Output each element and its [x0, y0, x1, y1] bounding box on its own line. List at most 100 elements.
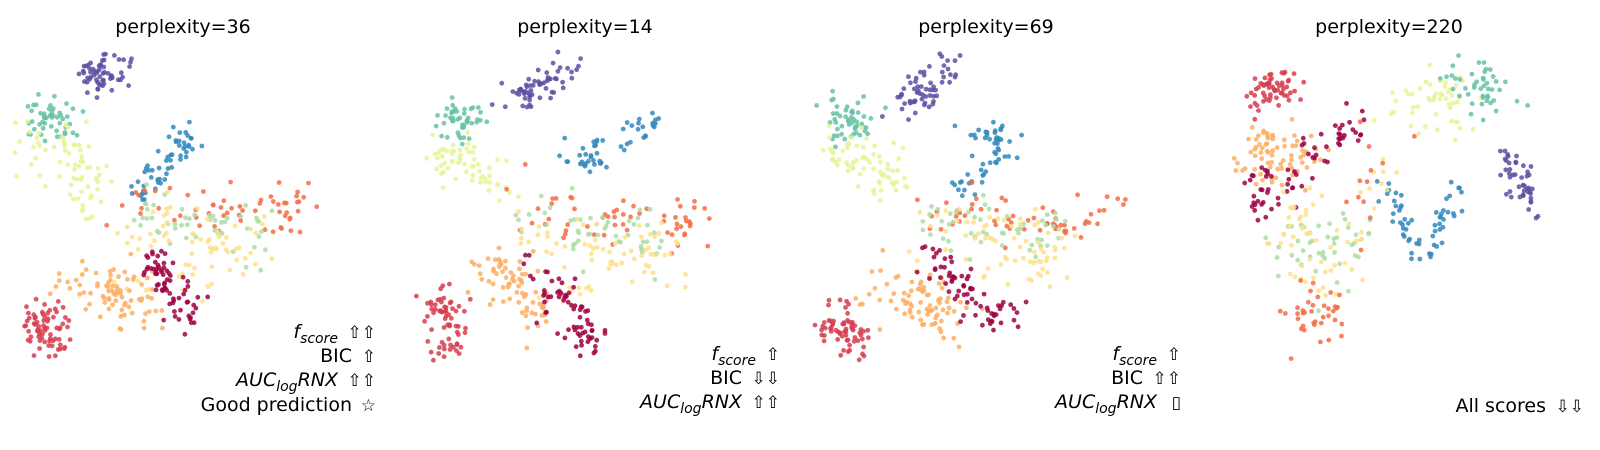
- scatter-point: [465, 290, 471, 295]
- scatter-point: [1459, 208, 1465, 214]
- scatter-point: [56, 337, 62, 342]
- scatter-point: [1265, 160, 1271, 166]
- scatter-point: [1342, 260, 1348, 266]
- scatter-point: [454, 342, 460, 348]
- scatter-point: [869, 269, 875, 274]
- scatter-point: [1039, 237, 1044, 243]
- scatter-point: [935, 213, 940, 218]
- scatter-point: [857, 132, 863, 138]
- scatter-point: [830, 111, 836, 116]
- scatter-point: [146, 309, 152, 314]
- scatter-point: [54, 134, 60, 140]
- scatter-point: [842, 136, 848, 142]
- scatter-point: [1487, 67, 1493, 72]
- scatter-point: [1014, 155, 1020, 161]
- scatter-point: [951, 335, 957, 341]
- score-annotations: ⇧⇧fscore⇧BIC⇧⇧AUClogRNX☆Good prediction: [201, 321, 376, 416]
- scatter-point: [445, 165, 451, 171]
- scatter-point: [516, 300, 522, 305]
- scatter-point: [181, 140, 187, 146]
- scatter-point: [242, 256, 248, 261]
- scatter-point: [49, 115, 55, 120]
- scatter-point: [459, 141, 465, 147]
- scatter-point: [438, 147, 444, 152]
- scatter-point: [1256, 133, 1261, 139]
- scatter-point: [1246, 136, 1251, 142]
- scatter-point: [943, 208, 949, 214]
- scatter-point: [678, 224, 684, 230]
- scatter-point: [190, 231, 195, 237]
- scatter-point: [594, 150, 600, 156]
- scatter-point: [1439, 92, 1445, 98]
- scatter-point: [924, 306, 930, 312]
- scatter-point: [444, 148, 450, 154]
- scatter-point: [1316, 223, 1321, 229]
- scatter-point: [252, 244, 257, 250]
- scatter-point: [928, 232, 933, 238]
- scatter-point: [270, 199, 276, 204]
- scatter-point: [577, 353, 583, 359]
- scatter-point: [1282, 143, 1287, 149]
- scatter-point: [441, 169, 446, 175]
- scatter-point: [901, 290, 907, 296]
- scatter-point: [549, 278, 555, 284]
- scatter-point: [880, 114, 885, 119]
- scatter-point: [1498, 148, 1503, 154]
- scatter-point: [485, 256, 491, 262]
- scatter-point: [519, 310, 525, 315]
- scatter-point: [946, 238, 951, 244]
- scatter-point: [145, 294, 151, 300]
- scatter-point: [1376, 199, 1382, 204]
- scatter-point: [1356, 194, 1361, 200]
- scatter-point: [652, 234, 658, 240]
- scatter-point: [963, 233, 969, 239]
- scatter-point: [129, 234, 135, 240]
- scatter-point: [170, 260, 176, 266]
- scatter-point: [1313, 268, 1318, 274]
- scatter-point: [995, 141, 1000, 147]
- scatter-point: [1308, 288, 1313, 294]
- scatter-point: [1032, 249, 1037, 255]
- scatter-point: [943, 281, 949, 286]
- scatter-point: [1349, 242, 1355, 248]
- scatter-point: [526, 76, 532, 82]
- scatter-point: [586, 284, 592, 289]
- scatter-point: [176, 274, 182, 279]
- scatter-point: [225, 249, 231, 255]
- scatter-point: [821, 320, 827, 325]
- scatter-point: [1027, 259, 1033, 265]
- scatter-point: [31, 321, 37, 326]
- score-annotations: ⇧fscore⇩⇩BIC⇧⇧AUClogRNX: [638, 343, 780, 417]
- scatter-point: [528, 273, 533, 279]
- scatter-point: [118, 70, 124, 76]
- scatter-point: [914, 258, 920, 264]
- scatter-point: [116, 274, 121, 280]
- scatter-point: [692, 198, 697, 204]
- scatter-point: [135, 179, 141, 185]
- scatter-point: [467, 296, 473, 302]
- scatter-point: [1260, 90, 1266, 96]
- scatter-point: [180, 274, 186, 280]
- scatter-point: [638, 234, 644, 240]
- scatter-point: [546, 216, 552, 222]
- scatter-point: [948, 211, 953, 217]
- scatter-point: [629, 279, 635, 284]
- scatter-point: [1292, 88, 1297, 94]
- scatter-point: [677, 203, 683, 209]
- scatter-point: [612, 222, 618, 228]
- scatter-point: [594, 244, 600, 250]
- scatter-point: [183, 215, 188, 221]
- scatter-point: [1309, 309, 1314, 314]
- panel-title: perplexity=69: [918, 16, 1054, 38]
- scatter-point: [562, 335, 568, 341]
- scatter-point: [954, 293, 960, 299]
- scatter-point: [1053, 210, 1058, 216]
- scatter-point: [624, 227, 630, 233]
- scatter-point: [502, 104, 508, 110]
- scatter-point: [185, 279, 191, 284]
- scatter-point: [1280, 189, 1286, 195]
- scatter-point: [487, 180, 493, 185]
- scatter-point: [953, 214, 959, 219]
- scatter-point: [973, 196, 979, 202]
- scatter-point: [1322, 256, 1328, 261]
